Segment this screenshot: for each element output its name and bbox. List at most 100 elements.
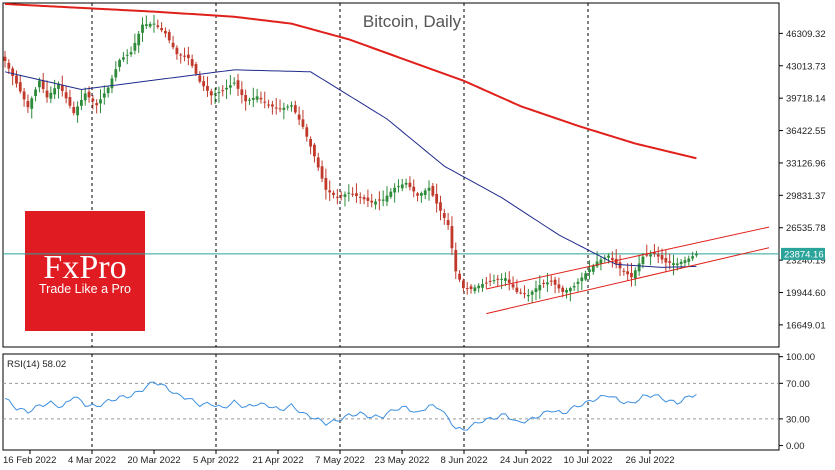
candle-122 (469, 284, 473, 294)
candle-31 (122, 52, 125, 62)
candle-176 (675, 257, 679, 271)
candle-body-152 (584, 273, 588, 280)
candle-140 (538, 275, 542, 299)
candlesticks (3, 14, 698, 304)
candle-179 (687, 255, 691, 266)
x-tick-label-9: 10 Jul 2022 (563, 455, 612, 466)
candle-23 (91, 94, 95, 110)
candle-74 (286, 104, 290, 111)
candle-106 (408, 176, 412, 191)
candle-118 (454, 242, 458, 280)
candle-body-175 (672, 263, 675, 266)
candle-body-63 (244, 95, 248, 102)
candle-body-91 (351, 193, 355, 195)
x-tick-label-8: 24 Jun 2022 (500, 455, 552, 466)
candle-100 (385, 186, 389, 207)
channel-upper-line (486, 226, 770, 290)
candle-137 (526, 289, 530, 302)
x-tick-label-3: 5 Apr 2022 (193, 455, 239, 466)
candle-97 (374, 198, 377, 210)
candle-141 (542, 279, 546, 288)
candle-body-68 (263, 101, 267, 103)
candle-body-147 (565, 289, 568, 293)
candle-body-119 (458, 273, 461, 280)
current-price-label: 23874.16 (784, 249, 824, 260)
x-tick-label-2: 20 Mar 2022 (127, 455, 180, 466)
rsi-tick-label-3: 0.00 (786, 441, 805, 452)
candle-93 (358, 192, 362, 205)
candle-body-80 (309, 138, 312, 147)
y-tick-label-8: 19944.60 (786, 288, 826, 299)
candle-body-77 (297, 114, 301, 120)
candle-127 (488, 273, 492, 287)
candle-75 (290, 101, 293, 112)
candle-body-150 (576, 281, 580, 284)
candle-body-14 (57, 83, 60, 89)
candle-body-151 (580, 277, 584, 282)
candle-63 (244, 89, 248, 111)
candle-body-113 (435, 193, 439, 204)
candle-103 (397, 179, 400, 193)
candle-body-66 (255, 96, 259, 100)
candle-body-127 (488, 280, 492, 282)
chart-title: Bitcoin, Daily (363, 12, 462, 31)
candle-body-67 (259, 97, 263, 100)
candle-19 (76, 101, 79, 123)
candle-58 (225, 79, 228, 100)
x-tick-label-4: 21 Apr 2022 (252, 455, 303, 466)
candle-32 (125, 49, 129, 65)
candle-body-88 (339, 195, 343, 197)
candle-79 (305, 123, 309, 142)
candle-53 (206, 76, 209, 97)
candle-body-79 (305, 127, 309, 137)
candle-body-174 (668, 261, 672, 263)
candle-body-129 (496, 278, 500, 280)
candle-body-12 (49, 92, 53, 99)
candle-body-26 (102, 93, 106, 98)
y-tick-label-9: 16649.01 (786, 320, 826, 331)
candle-body-25 (99, 99, 102, 104)
candle-body-11 (45, 90, 49, 98)
candle-body-133 (511, 284, 515, 288)
candle-10 (41, 72, 45, 93)
candle-171 (656, 246, 660, 263)
candle-151 (580, 272, 584, 291)
candle-61 (236, 73, 240, 97)
candle-body-169 (649, 254, 652, 257)
candle-body-46 (179, 54, 183, 56)
candle-68 (263, 91, 267, 109)
candle-body-146 (561, 287, 565, 292)
candle-54 (209, 88, 213, 105)
candle-body-122 (469, 286, 473, 290)
fxpro-logo: FxPro Trade Like a Pro (25, 211, 145, 331)
candle-body-179 (687, 258, 691, 262)
candle-body-70 (271, 104, 274, 107)
candle-161 (618, 254, 622, 277)
candle-body-55 (213, 93, 217, 95)
candle-129 (496, 275, 500, 287)
candle-body-9 (37, 80, 41, 88)
candle-body-83 (320, 166, 324, 179)
candle-115 (442, 208, 446, 225)
candle-body-155 (595, 261, 599, 267)
ma-red-line (4, 2, 697, 160)
candle-147 (565, 287, 568, 299)
candle-69 (267, 99, 270, 109)
candle-156 (599, 256, 603, 271)
candle-body-107 (412, 186, 416, 192)
candle-116 (446, 213, 450, 230)
candle-108 (416, 191, 419, 202)
candle-body-100 (385, 195, 389, 202)
candle-body-85 (328, 190, 332, 193)
y-tick-label-0: 46309.32 (786, 29, 826, 40)
candle-37 (144, 15, 148, 29)
candle-84 (324, 168, 328, 200)
candle-body-106 (408, 182, 412, 188)
candle-body-38 (148, 23, 152, 27)
candle-124 (477, 283, 481, 293)
candle-body-167 (641, 256, 645, 265)
candle-body-142 (546, 282, 549, 285)
candle-26 (102, 85, 106, 105)
candle-121 (465, 281, 469, 295)
